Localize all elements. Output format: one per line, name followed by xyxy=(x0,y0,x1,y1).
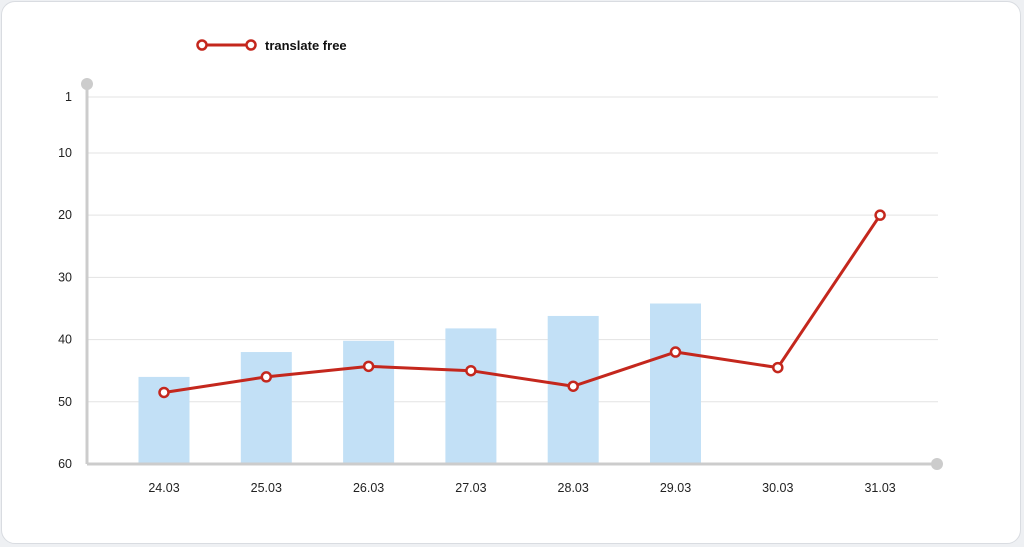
y-tick-label: 40 xyxy=(58,333,72,347)
bar xyxy=(650,303,701,464)
legend-label: translate free xyxy=(265,38,347,53)
y-tick-label: 30 xyxy=(58,270,72,284)
x-tick-label: 24.03 xyxy=(148,481,179,495)
line-point xyxy=(260,371,273,383)
line-point xyxy=(362,360,375,373)
line-point xyxy=(158,386,170,399)
y-tick-label: 20 xyxy=(58,208,72,222)
grid-lines xyxy=(87,96,938,403)
x-tick-labels: 24.03 25.03 26.03 27.03 28.03 29.03 30.03 31.03 xyxy=(148,481,895,495)
line-point xyxy=(772,361,784,374)
axes xyxy=(81,78,943,470)
x-tick-label: 28.03 xyxy=(558,481,589,495)
legend-marker-left xyxy=(196,39,208,51)
line-point xyxy=(669,346,682,358)
line-point xyxy=(567,380,579,392)
legend-marker-right xyxy=(245,39,257,51)
y-tick-labels: 1 10 20 30 40 50 60 xyxy=(58,90,72,471)
y-axis-end-dot xyxy=(81,78,93,90)
x-axis-end-dot xyxy=(931,458,943,470)
x-tick-label: 30.03 xyxy=(762,481,793,495)
line-point xyxy=(874,209,886,221)
bar xyxy=(445,328,497,464)
x-tick-label: 29.03 xyxy=(660,481,691,495)
line-series xyxy=(158,209,886,399)
y-tick-label: 60 xyxy=(58,457,72,471)
y-tick-label: 10 xyxy=(58,146,72,160)
y-tick-label: 50 xyxy=(58,395,72,409)
x-tick-label: 25.03 xyxy=(251,481,282,495)
x-tick-label: 26.03 xyxy=(353,481,384,495)
series-line-translate-free xyxy=(163,214,882,394)
y-tick-label: 1 xyxy=(65,90,72,104)
x-tick-label: 31.03 xyxy=(864,481,895,495)
line-point xyxy=(465,364,477,377)
x-tick-label: 27.03 xyxy=(455,481,486,495)
legend[interactable]: translate free xyxy=(196,38,347,53)
bar xyxy=(240,352,292,464)
bar xyxy=(343,340,395,464)
